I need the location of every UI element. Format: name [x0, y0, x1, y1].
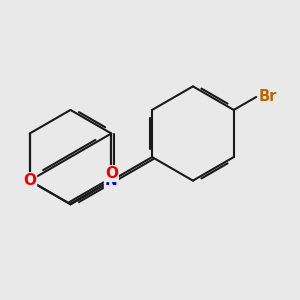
Text: Br: Br	[259, 89, 278, 104]
Text: O: O	[23, 173, 36, 188]
Text: N: N	[105, 173, 118, 188]
Text: O: O	[105, 166, 118, 181]
